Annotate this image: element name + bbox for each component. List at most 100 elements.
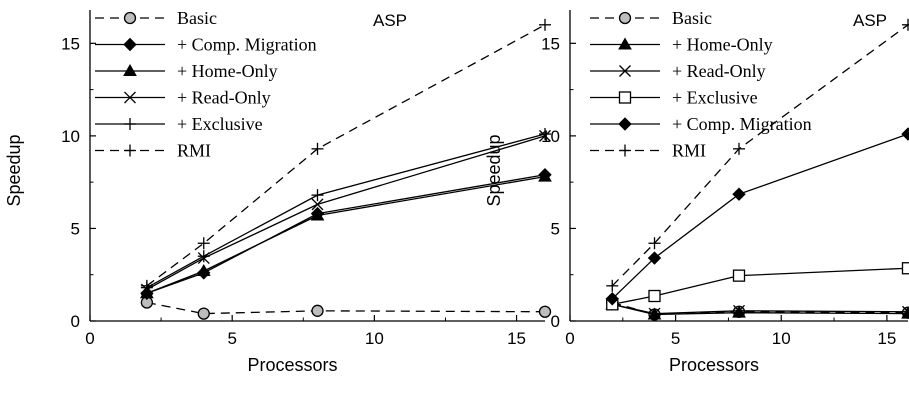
y-tick-label: 0 xyxy=(71,312,80,331)
legend-item-basic: Basic xyxy=(590,8,712,28)
series-rmi xyxy=(140,18,551,292)
legend-label: + Read-Only xyxy=(177,88,271,108)
data-point-marker xyxy=(732,269,746,282)
series-line xyxy=(146,175,546,294)
data-point-marker xyxy=(140,279,153,292)
legend-item-read-only: + Read-Only xyxy=(590,61,766,81)
legend-marker xyxy=(123,63,137,76)
legend-marker-stroke-b xyxy=(619,65,631,77)
legend-item-rmi: RMI xyxy=(590,141,706,161)
data-point-marker xyxy=(732,187,746,201)
data-point-marker xyxy=(538,169,552,182)
series-line xyxy=(146,301,546,315)
y-tick-label: 0 xyxy=(551,312,560,331)
legend-marker xyxy=(124,118,136,130)
y-tick-label: 15 xyxy=(61,34,80,53)
legend-item-exclusive: + Exclusive xyxy=(590,88,758,108)
legend-item-rmi: RMI xyxy=(95,141,211,161)
series-line xyxy=(611,133,909,300)
y-tick-label: 5 xyxy=(551,219,560,238)
legend-label: Basic xyxy=(177,8,217,28)
series-line xyxy=(146,135,546,291)
legend-marker xyxy=(619,144,631,157)
legend-marker xyxy=(123,37,137,52)
legend-label: + Comp. Migration xyxy=(177,35,317,55)
data-point-marker xyxy=(648,307,661,320)
series-exclusive xyxy=(606,262,909,311)
data-point-marker xyxy=(311,198,324,211)
legend-item-home-only: + Home-Only xyxy=(590,35,773,55)
legend-item-read-only: + Read-Only xyxy=(95,88,271,108)
data-point-marker xyxy=(311,189,324,202)
legend-item-exclusive: + Exclusive xyxy=(95,114,263,134)
x-tick-label: 10 xyxy=(365,329,384,348)
y-tick-label: 10 xyxy=(61,127,80,146)
data-point-marker xyxy=(902,305,909,318)
data-point-marker xyxy=(733,142,745,155)
legend-label: Basic xyxy=(672,8,712,28)
legend-marker xyxy=(618,91,632,104)
data-point-marker xyxy=(648,289,661,303)
y-tick-label: 10 xyxy=(541,127,560,146)
y-axis-title: Speedup xyxy=(484,134,504,206)
series-line xyxy=(146,24,546,287)
legend-marker xyxy=(618,37,632,50)
data-point-marker-stroke-b xyxy=(648,307,661,320)
legend-label: + Read-Only xyxy=(672,61,766,81)
series-basic xyxy=(140,296,552,320)
legend-item-home-only: + Home-Only xyxy=(95,61,278,81)
legend-marker-stroke-b xyxy=(124,91,136,104)
data-point-marker xyxy=(310,208,325,221)
legend-marker xyxy=(619,65,631,77)
data-point-marker xyxy=(538,305,552,318)
x-tick-label: 10 xyxy=(772,329,791,348)
legend: Basic + Home-Only + Read-Only + Exclusive + … xyxy=(590,8,812,161)
legend-marker xyxy=(618,11,632,25)
data-point-marker xyxy=(311,304,324,317)
y-tick-label: 15 xyxy=(541,34,560,53)
data-point-marker xyxy=(197,237,210,250)
data-point-marker xyxy=(197,307,210,320)
data-point-marker xyxy=(605,292,619,306)
legend: Basic + Comp. Migration + Home-Only + Read-… xyxy=(95,8,317,161)
data-point-marker xyxy=(901,262,909,275)
legend-label: + Home-Only xyxy=(672,35,773,55)
data-point-marker xyxy=(197,250,210,263)
y-tick-label: 5 xyxy=(71,219,80,238)
legend-label: + Comp. Migration xyxy=(672,114,812,134)
data-point-marker xyxy=(648,237,661,250)
chart-panel-right: 0 5 10 15 0 5 10 15 Processors Speedup ASP Basic + H… xyxy=(484,8,909,375)
legend-marker xyxy=(124,91,136,104)
series-comp-migration xyxy=(605,127,909,306)
data-point-marker-stroke-b xyxy=(733,304,745,317)
legend-item-basic: Basic xyxy=(95,8,217,28)
chart-title: ASP xyxy=(853,11,887,30)
legend-label: + Exclusive xyxy=(177,114,263,134)
data-point-marker xyxy=(606,279,619,292)
chart-title: ASP xyxy=(373,11,407,30)
legend-marker xyxy=(123,11,137,25)
x-tick-label: 0 xyxy=(85,329,94,348)
series-line xyxy=(146,133,546,289)
x-tick-label: 5 xyxy=(671,329,680,348)
x-tick-label: 5 xyxy=(227,329,236,348)
x-tick-label: 15 xyxy=(877,329,896,348)
data-point-marker-stroke-b xyxy=(311,198,324,211)
x-axis-title: Processors xyxy=(247,355,337,375)
legend-label: + Exclusive xyxy=(672,88,758,108)
x-tick-label: 0 xyxy=(565,329,574,348)
y-axis-title: Speedup xyxy=(4,134,24,206)
series-line xyxy=(612,303,909,315)
chart-panel-left: 0 5 10 15 0 5 10 15 Processors Speedup ASP Basic + C… xyxy=(4,8,552,375)
data-point-marker xyxy=(539,128,551,141)
data-point-marker xyxy=(647,251,662,265)
data-point-marker xyxy=(311,142,324,155)
data-point-marker xyxy=(902,18,909,31)
series-rmi xyxy=(606,18,909,292)
data-point-marker xyxy=(539,18,551,31)
legend-label: + Home-Only xyxy=(177,61,278,81)
series-line xyxy=(612,267,909,305)
data-point-marker xyxy=(901,127,909,141)
series-line xyxy=(611,24,909,287)
